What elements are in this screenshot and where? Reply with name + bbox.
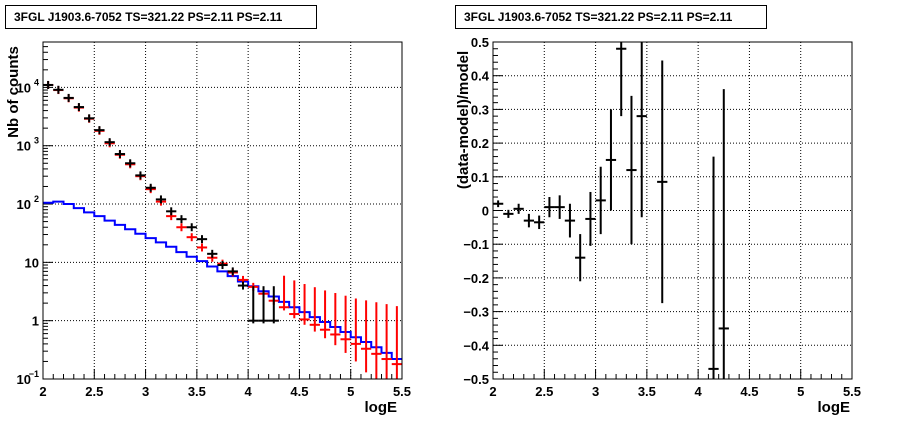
right-points	[493, 42, 729, 379]
left-model-histogram	[43, 200, 402, 361]
right-x-tick-label: 3	[592, 384, 599, 399]
right-plot-frame	[492, 41, 853, 380]
right-y-tick-label: 0	[482, 204, 489, 219]
left-y-axis-label: Nb of counts	[5, 46, 22, 138]
right-chart-title: 3FGL J1903.6-7052 TS=321.22 PS=2.11 PS=2…	[455, 5, 767, 29]
right-x-tick-label: 2.5	[535, 384, 553, 399]
right-grid	[493, 42, 852, 379]
left-plot-frame	[42, 41, 403, 380]
left-y-tick-exponent: −1	[29, 369, 39, 379]
left-y-tick-label: 10	[25, 255, 39, 270]
right-y-tick-label: −0.3	[463, 305, 489, 320]
right-x-tick-label: 5.5	[843, 384, 861, 399]
right-x-tick-label: 2	[489, 384, 496, 399]
right-y-tick-label: 0.5	[471, 35, 489, 50]
right-ticks	[492, 41, 853, 380]
right-y-tick-label: 0.1	[471, 170, 489, 185]
right-y-axis-label: (data-model)/model	[455, 51, 472, 189]
left-x-tick-label: 4.5	[290, 384, 308, 399]
left-y-tick-exponent: 3	[34, 136, 39, 146]
left-grid	[43, 42, 402, 379]
left-x-tick-label: 4	[245, 384, 253, 399]
left-x-tick-label: 3	[142, 384, 149, 399]
right-y-tick-label: −0.2	[463, 271, 489, 286]
right-x-axis-label: logE	[818, 399, 851, 416]
left-x-tick-label: 2	[39, 384, 46, 399]
left-x-tick-label: 5.5	[393, 384, 411, 399]
left-y-tick-label: 10	[17, 197, 31, 212]
right-y-tick-label: −0.1	[463, 237, 489, 252]
right-x-tick-label: 3.5	[638, 384, 656, 399]
right-y-tick-label: 0.4	[471, 69, 490, 84]
right-y-tick-label: −0.5	[463, 372, 489, 387]
left-x-axis-label: logE	[365, 399, 398, 416]
left-x-tick-label: 2.5	[85, 384, 103, 399]
right-y-tick-label: 0.3	[471, 102, 489, 117]
left-x-tick-label: 3.5	[188, 384, 206, 399]
left-y-tick-label: 10	[17, 80, 31, 95]
left-ticks	[42, 41, 403, 380]
left-y-tick-exponent: 2	[34, 194, 39, 204]
left-chart-title: 3FGL J1903.6-7052 TS=321.22 PS=2.11 PS=2…	[5, 5, 317, 29]
right-x-tick-label: 4.5	[740, 384, 758, 399]
right-x-tick-label: 4	[695, 384, 703, 399]
right-y-tick-label: 0.2	[471, 136, 489, 151]
left-black-point	[43, 80, 279, 324]
left-y-tick-label: 10	[17, 139, 31, 154]
left-red-point	[43, 80, 402, 379]
left-y-tick-label: 1	[32, 314, 39, 329]
right-x-tick-label: 5	[797, 384, 804, 399]
left-y-tick-label: 10	[17, 372, 31, 387]
right-y-tick-label: −0.4	[463, 338, 489, 353]
left-x-tick-label: 5	[347, 384, 354, 399]
left-y-tick-exponent: 4	[34, 77, 39, 87]
